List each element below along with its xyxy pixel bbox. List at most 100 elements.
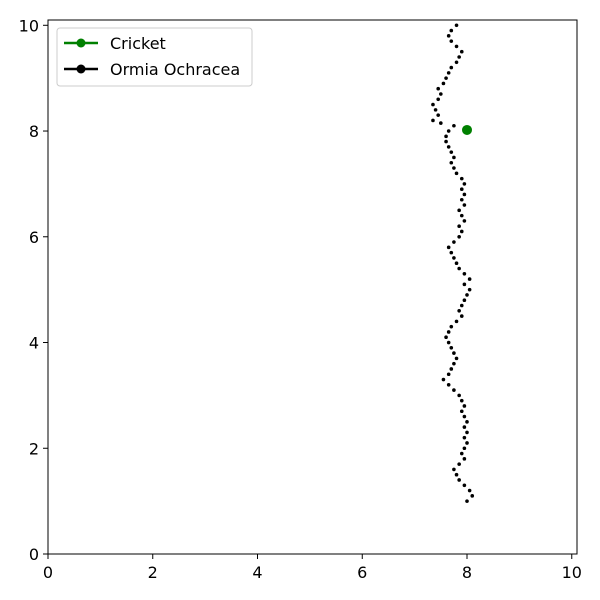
ormia-point xyxy=(459,213,464,218)
ormia-point xyxy=(446,34,451,38)
ormia-point xyxy=(459,409,464,414)
axis-ticks: 0 2 4 6 8 10 0 2 4 6 8 10 xyxy=(19,16,582,582)
ormia-point xyxy=(444,335,448,340)
axes-frame xyxy=(47,19,578,555)
ormia-point xyxy=(470,494,475,498)
ormia-point xyxy=(444,76,448,80)
ormia-point xyxy=(454,319,459,324)
ormia-point xyxy=(454,472,459,477)
ormia-point xyxy=(449,28,454,33)
ormia-point xyxy=(454,356,459,361)
x-tick-label: 4 xyxy=(252,563,262,582)
ormia-point xyxy=(449,39,454,43)
legend-box xyxy=(56,27,253,87)
ormia-point xyxy=(446,145,451,149)
legend: Cricket Ormia Ochracea xyxy=(56,27,253,87)
x-tick-label: 8 xyxy=(462,563,472,582)
ormia-point xyxy=(462,282,467,287)
ormia-point xyxy=(454,44,459,49)
ormia-point xyxy=(457,478,461,482)
ormia-point xyxy=(459,229,464,234)
ormia-point xyxy=(441,377,446,382)
plot-area-points xyxy=(431,23,475,503)
ormia-point xyxy=(444,139,448,144)
ormia-point xyxy=(462,271,467,276)
ormia-point xyxy=(457,234,461,239)
ormia-point xyxy=(446,71,451,75)
ormia-point xyxy=(446,330,451,334)
ormia-point xyxy=(446,245,451,250)
ormia-point xyxy=(462,435,467,440)
ormia-point xyxy=(449,160,454,165)
ormia-point xyxy=(462,219,467,223)
ormia-point xyxy=(467,287,472,292)
ormia-point xyxy=(454,23,459,28)
ormia-point xyxy=(452,361,456,366)
ormia-point xyxy=(459,451,464,456)
ormia-point xyxy=(462,192,467,197)
y-tick-label: 10 xyxy=(19,16,39,35)
ormia-point xyxy=(436,97,441,102)
ormia-point xyxy=(459,197,464,202)
ormia-point xyxy=(441,81,446,86)
ormia-point xyxy=(452,240,456,244)
ormia-point xyxy=(462,446,467,451)
ormia-point xyxy=(446,129,451,133)
x-tick-label: 2 xyxy=(148,563,158,582)
ormia-point xyxy=(452,388,456,392)
ormia-point xyxy=(452,351,456,355)
ormia-point xyxy=(462,203,467,207)
ormia-point xyxy=(465,293,469,297)
ormia-point xyxy=(454,261,459,266)
ormia-point xyxy=(457,266,461,271)
ormia-point xyxy=(462,298,467,303)
legend-marker-ormia xyxy=(76,64,86,74)
ormia-point xyxy=(454,60,459,65)
ormia-point xyxy=(452,256,456,260)
ormia-point xyxy=(452,155,456,160)
ormia-point xyxy=(462,414,467,419)
ormia-point xyxy=(465,420,469,424)
ormia-point xyxy=(457,462,461,466)
ormia-point xyxy=(449,367,454,371)
ormia-point xyxy=(457,224,461,228)
ormia-point xyxy=(457,55,461,59)
ormia-point xyxy=(467,277,472,281)
ormia-point xyxy=(439,92,443,96)
y-tick-label: 2 xyxy=(29,439,39,458)
y-tick-label: 4 xyxy=(29,334,39,353)
ormia-point xyxy=(467,488,472,493)
ormia-point xyxy=(462,404,467,408)
ormia-point xyxy=(465,499,469,503)
legend-marker-cricket xyxy=(76,38,86,48)
ormia-point xyxy=(462,483,467,488)
ormia-point xyxy=(457,208,461,213)
y-tick-label: 6 xyxy=(29,228,39,247)
ormia-point xyxy=(449,324,454,329)
ormia-point xyxy=(459,314,464,318)
ormia-point xyxy=(457,393,461,398)
ormia-point xyxy=(459,176,464,181)
ormia-point xyxy=(433,108,438,112)
ormia-point xyxy=(452,467,456,472)
ormia-point xyxy=(446,372,451,377)
ormia-point xyxy=(439,121,443,125)
ormia-point xyxy=(452,166,456,170)
ormia-point xyxy=(459,303,464,308)
ormia-point xyxy=(449,150,454,154)
x-tick-label: 0 xyxy=(43,563,53,582)
ormia-point xyxy=(431,118,435,123)
ormia-point xyxy=(436,113,441,117)
ormia-point xyxy=(454,171,459,176)
y-tick-label: 8 xyxy=(29,122,39,141)
ormia-point xyxy=(446,340,451,345)
cricket-point xyxy=(462,124,473,135)
legend-label-ormia: Ormia Ochracea xyxy=(110,60,240,79)
ormia-point xyxy=(452,123,456,128)
ormia-point xyxy=(462,182,467,186)
ormia-point xyxy=(436,86,441,91)
ormia-point xyxy=(457,308,461,313)
ormia-point xyxy=(459,187,464,191)
ormia-point xyxy=(465,430,469,435)
